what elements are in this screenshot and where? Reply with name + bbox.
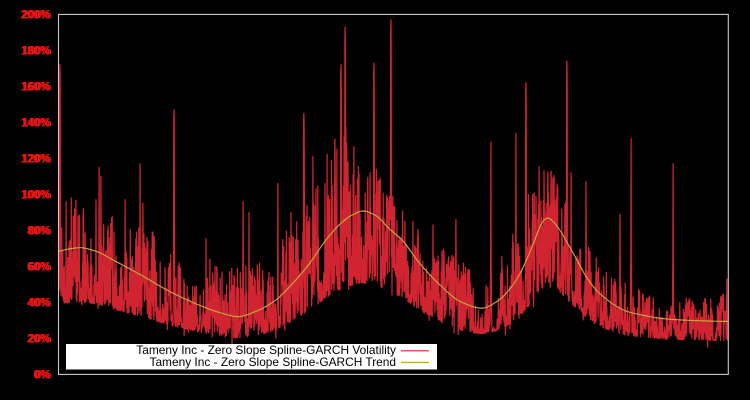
svg-text:100%: 100% [21, 189, 50, 201]
svg-text:160%: 160% [22, 81, 51, 93]
svg-text:60%: 60% [28, 261, 51, 273]
svg-text:60%: 60% [27, 261, 50, 273]
svg-text:80%: 80% [27, 225, 50, 237]
svg-text:180%: 180% [22, 45, 51, 57]
svg-text:20%: 20% [27, 333, 50, 345]
svg-text:160%: 160% [21, 81, 50, 93]
svg-text:40%: 40% [27, 297, 50, 309]
svg-text:200%: 200% [21, 9, 50, 21]
svg-text:140%: 140% [21, 117, 50, 129]
svg-text:40%: 40% [28, 297, 51, 309]
svg-text:140%: 140% [22, 117, 51, 129]
svg-text:Tameny Inc - Zero Slope Spline: Tameny Inc - Zero Slope Spline-GARCH Tre… [150, 355, 397, 369]
svg-text:120%: 120% [22, 153, 51, 165]
svg-text:0%: 0% [35, 369, 52, 381]
svg-text:100%: 100% [22, 189, 51, 201]
svg-text:200%: 200% [22, 9, 51, 21]
svg-text:180%: 180% [21, 45, 50, 57]
svg-text:80%: 80% [28, 225, 51, 237]
svg-text:20%: 20% [28, 333, 51, 345]
svg-text:0%: 0% [33, 369, 50, 381]
svg-text:Tameny Inc - Zero Slope Spline: Tameny Inc - Zero Slope Spline-GARCH Vol… [136, 343, 396, 357]
svg-text:120%: 120% [21, 153, 50, 165]
